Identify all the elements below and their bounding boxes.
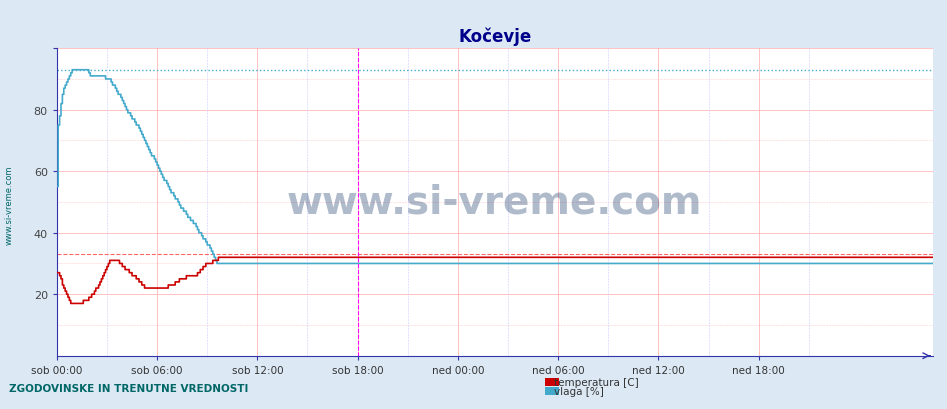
Text: ZGODOVINSKE IN TRENUTNE VREDNOSTI: ZGODOVINSKE IN TRENUTNE VREDNOSTI xyxy=(9,383,249,393)
Text: www.si-vreme.com: www.si-vreme.com xyxy=(287,184,703,221)
Text: www.si-vreme.com: www.si-vreme.com xyxy=(5,165,14,244)
Text: temperatura [C]: temperatura [C] xyxy=(554,378,638,387)
Title: Kočevje: Kočevje xyxy=(458,28,531,46)
Text: vlaga [%]: vlaga [%] xyxy=(554,386,604,396)
